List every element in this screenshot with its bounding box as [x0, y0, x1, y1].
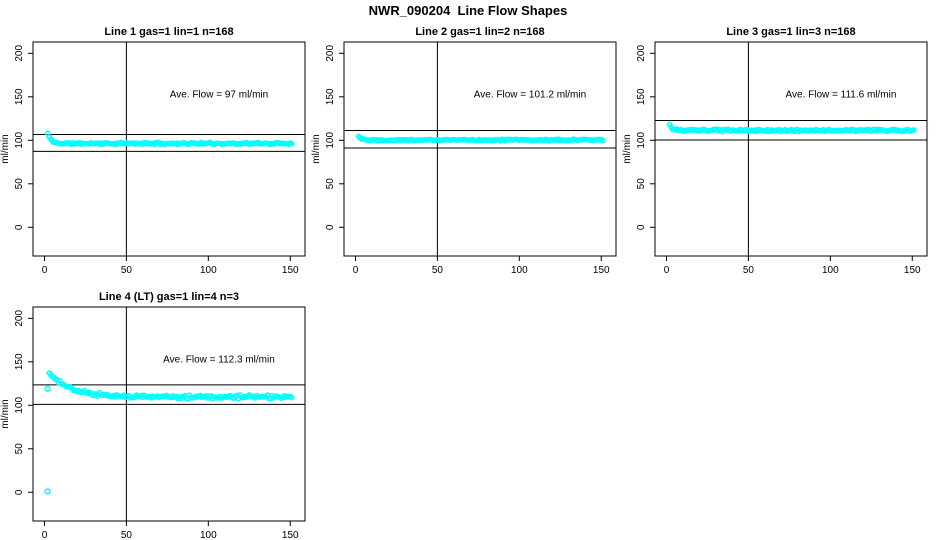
chart-panel-2: Line 2 gas=1 lin=2 n=168 0 50 100 150 0 50 100 1… — [311, 26, 617, 276]
panel-title: Line 4 (LT) gas=1 lin=4 n=3 — [99, 291, 239, 303]
chart-panel-4: Line 4 (LT) gas=1 lin=4 n=3 0 50 100 150 0 50 1… — [0, 291, 306, 540]
y-axis-label: ml/min — [311, 134, 322, 163]
y-tick-label: 50 — [325, 178, 336, 190]
x-tick-label: 50 — [121, 530, 133, 540]
panel-title: Line 1 gas=1 lin=1 n=168 — [104, 26, 233, 38]
y-tick-label: 50 — [14, 178, 25, 190]
panel-title: Line 2 gas=1 lin=2 n=168 — [415, 26, 544, 38]
x-tick-label: 150 — [282, 265, 299, 276]
data-points — [355, 133, 606, 144]
page-title: NWR_090204 Line Flow Shapes — [368, 3, 568, 18]
y-tick-label: 200 — [14, 310, 25, 327]
ave-flow-annotation: Ave. Flow = 112.3 ml/min — [163, 355, 275, 366]
y-tick-label: 0 — [14, 489, 25, 495]
plot-border — [343, 41, 617, 257]
plot-border — [654, 41, 928, 257]
chart-panel-3: Line 3 gas=1 lin=3 n=168 0 50 100 150 0 50 100 1… — [622, 26, 928, 276]
chart-panel-1: Line 1 gas=1 lin=1 n=168 0 50 100 150 0 50 100 1… — [0, 26, 306, 276]
y-tick-label: 50 — [14, 443, 25, 455]
x-tick-label: 0 — [42, 530, 48, 540]
plot-border — [32, 41, 306, 257]
x-tick-label: 0 — [353, 265, 359, 276]
x-tick-label: 150 — [282, 530, 299, 540]
x-tick-label: 150 — [593, 265, 610, 276]
y-tick-label: 0 — [14, 224, 25, 230]
x-tick-label: 150 — [904, 265, 921, 276]
outlier-point — [44, 488, 51, 495]
y-tick-label: 200 — [325, 45, 336, 62]
x-tick-label: 0 — [664, 265, 670, 276]
y-tick-label: 0 — [636, 224, 647, 230]
outlier-point — [44, 385, 51, 392]
x-tick-label: 0 — [42, 265, 48, 276]
y-tick-label: 100 — [14, 397, 25, 414]
data-points — [44, 130, 295, 148]
y-tick-label: 50 — [636, 178, 647, 190]
x-tick-label: 50 — [743, 265, 755, 276]
y-tick-label: 150 — [14, 88, 25, 105]
y-tick-label: 100 — [325, 132, 336, 149]
ave-flow-annotation: Ave. Flow = 111.6 ml/min — [786, 90, 897, 101]
ave-flow-annotation: Ave. Flow = 101.2 ml/min — [474, 90, 586, 101]
x-tick-label: 50 — [121, 265, 133, 276]
x-tick-label: 100 — [200, 530, 217, 540]
x-tick-label: 100 — [200, 265, 217, 276]
data-points — [44, 370, 295, 495]
plot-border — [32, 306, 306, 522]
y-tick-label: 200 — [14, 45, 25, 62]
y-tick-label: 150 — [636, 88, 647, 105]
y-tick-label: 200 — [636, 45, 647, 62]
y-axis-label: ml/min — [0, 399, 11, 428]
x-tick-label: 100 — [511, 265, 528, 276]
y-axis-label: ml/min — [622, 134, 633, 163]
data-points — [666, 121, 917, 135]
y-tick-label: 100 — [14, 132, 25, 149]
x-tick-label: 50 — [432, 265, 444, 276]
y-axis-label: ml/min — [0, 134, 11, 163]
ave-flow-annotation: Ave. Flow = 97 ml/min — [170, 90, 268, 101]
x-tick-label: 100 — [822, 265, 839, 276]
y-tick-label: 150 — [325, 88, 336, 105]
panel-title: Line 3 gas=1 lin=3 n=168 — [726, 26, 855, 38]
y-tick-label: 150 — [14, 353, 25, 370]
y-tick-label: 0 — [325, 224, 336, 230]
y-tick-label: 100 — [636, 132, 647, 149]
